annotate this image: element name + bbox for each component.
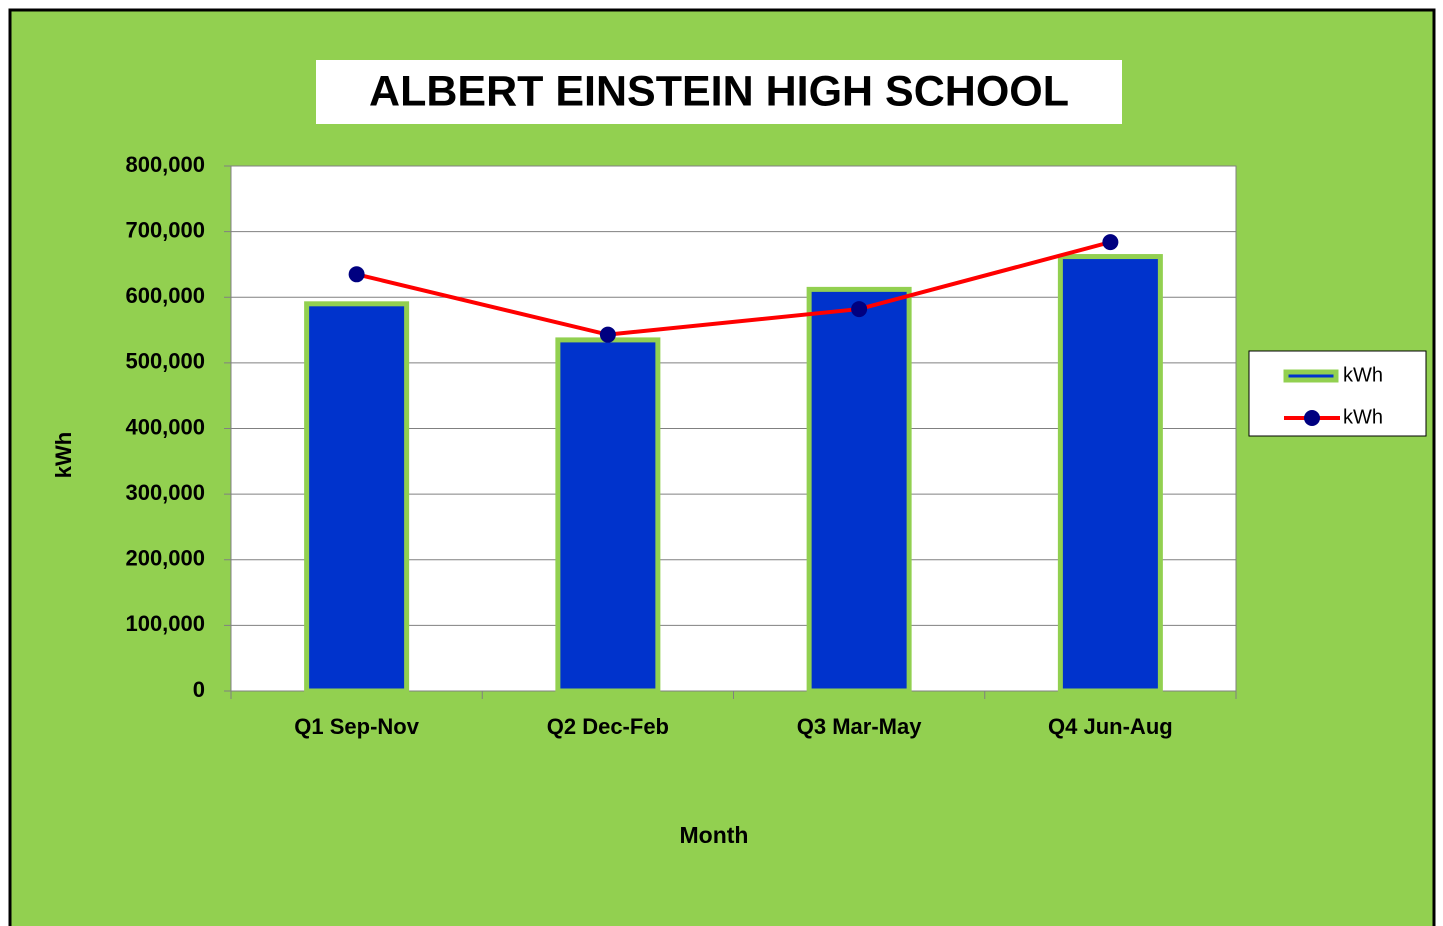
x-axis-label: Month	[680, 822, 749, 848]
bar	[1057, 254, 1163, 694]
line-marker	[851, 301, 868, 318]
bar	[304, 301, 410, 694]
legend	[1248, 350, 1427, 437]
legend-marker	[1304, 410, 1320, 426]
y-tick-label: 600,000	[125, 283, 205, 308]
y-tick-label: 500,000	[125, 349, 205, 374]
y-tick-label: 800,000	[125, 152, 205, 177]
y-axis-label: kWh	[51, 432, 76, 478]
line-marker	[1102, 234, 1119, 251]
line-marker	[599, 326, 616, 343]
y-tick-label: 100,000	[125, 611, 205, 636]
legend-label: kWh	[1343, 406, 1383, 428]
legend-box	[1248, 350, 1427, 437]
x-tick-label: Q3 Mar-May	[797, 714, 922, 739]
x-tick-label: Q2 Dec-Feb	[547, 714, 669, 739]
x-tick-label: Q1 Sep-Nov	[294, 714, 419, 739]
y-tick-label: 0	[193, 677, 205, 702]
legend-swatch	[1283, 369, 1339, 383]
bar	[555, 337, 661, 694]
y-tick-label: 400,000	[125, 414, 205, 439]
legend-label: kWh	[1343, 364, 1383, 386]
y-tick-label: 300,000	[125, 480, 205, 505]
x-tick-label: Q4 Jun-Aug	[1048, 714, 1173, 739]
title-box	[316, 60, 1122, 124]
chart-title: ALBERT EINSTEIN HIGH SCHOOL	[369, 67, 1069, 115]
bar	[806, 286, 912, 694]
y-tick-label: 700,000	[125, 217, 205, 242]
line	[356, 240, 1111, 337]
line-marker	[348, 266, 365, 283]
y-tick-label: 200,000	[125, 546, 205, 571]
